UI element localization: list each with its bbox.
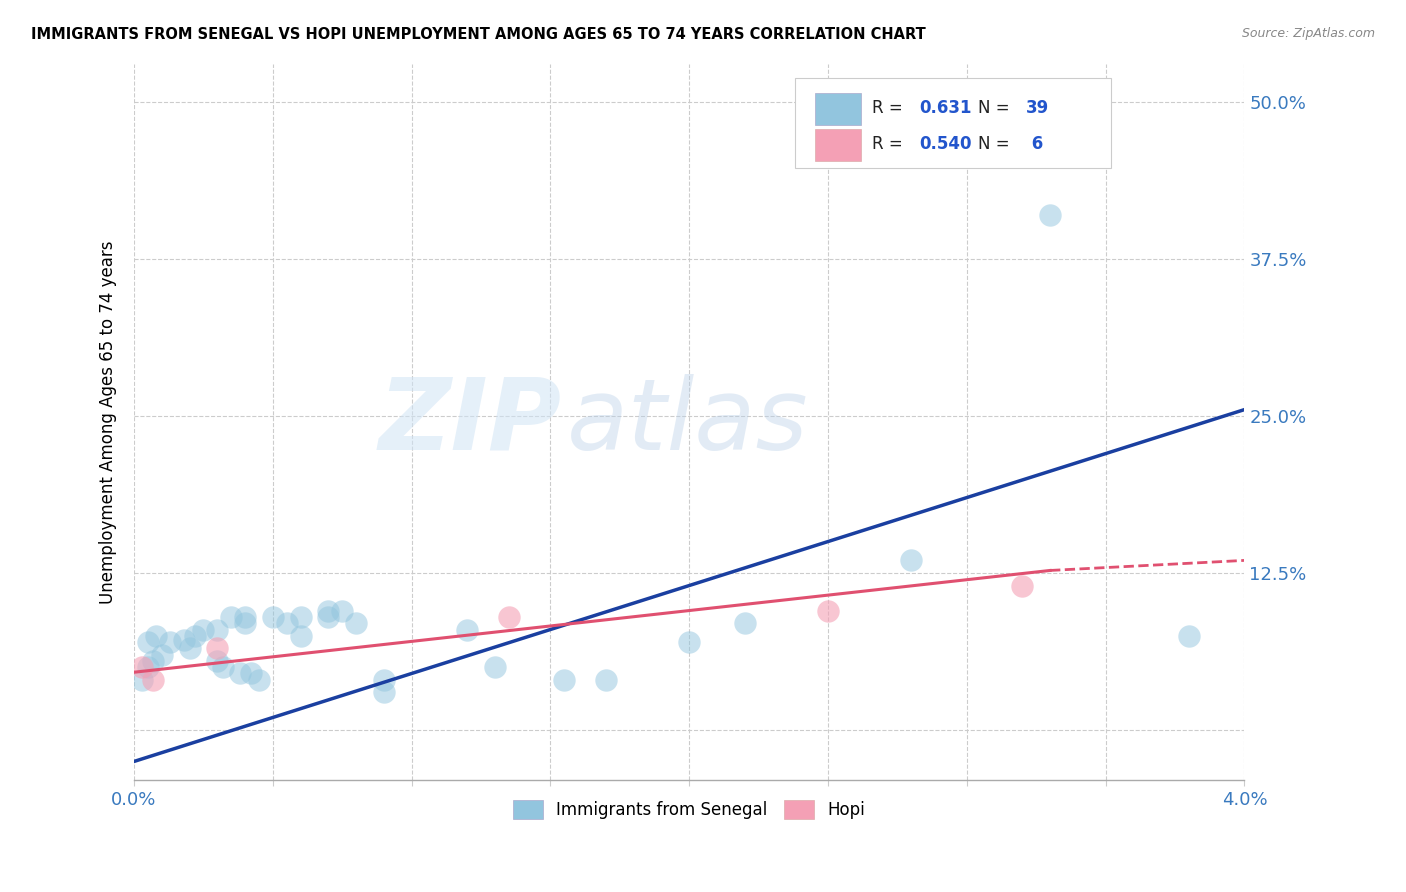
Immigrants from Senegal bbox=[239, 666, 262, 681]
Immigrants from Senegal bbox=[150, 648, 173, 662]
Text: IMMIGRANTS FROM SENEGAL VS HOPI UNEMPLOYMENT AMONG AGES 65 TO 74 YEARS CORRELATI: IMMIGRANTS FROM SENEGAL VS HOPI UNEMPLOY… bbox=[31, 27, 925, 42]
Hopi bbox=[207, 641, 229, 656]
Text: 6: 6 bbox=[1025, 136, 1043, 153]
Immigrants from Senegal bbox=[184, 629, 207, 643]
Immigrants from Senegal bbox=[900, 553, 922, 567]
Immigrants from Senegal bbox=[595, 673, 617, 687]
Text: atlas: atlas bbox=[567, 374, 808, 471]
Immigrants from Senegal bbox=[145, 629, 167, 643]
Hopi bbox=[142, 673, 165, 687]
Immigrants from Senegal bbox=[247, 673, 270, 687]
Hopi bbox=[131, 660, 153, 674]
Hopi bbox=[498, 610, 520, 624]
Immigrants from Senegal bbox=[136, 635, 159, 649]
Text: ZIP: ZIP bbox=[378, 374, 561, 471]
Immigrants from Senegal bbox=[290, 629, 312, 643]
Text: Source: ZipAtlas.com: Source: ZipAtlas.com bbox=[1241, 27, 1375, 40]
Immigrants from Senegal bbox=[330, 604, 353, 618]
Immigrants from Senegal bbox=[159, 635, 181, 649]
Immigrants from Senegal bbox=[678, 635, 700, 649]
Hopi bbox=[1011, 578, 1033, 592]
Text: N =: N = bbox=[979, 100, 1015, 118]
Immigrants from Senegal bbox=[207, 654, 229, 668]
Immigrants from Senegal bbox=[193, 623, 215, 637]
Immigrants from Senegal bbox=[373, 673, 395, 687]
FancyBboxPatch shape bbox=[814, 94, 862, 125]
Immigrants from Senegal bbox=[228, 666, 250, 681]
Y-axis label: Unemployment Among Ages 65 to 74 years: Unemployment Among Ages 65 to 74 years bbox=[100, 241, 117, 604]
FancyBboxPatch shape bbox=[794, 78, 1111, 168]
Immigrants from Senegal bbox=[318, 610, 340, 624]
Immigrants from Senegal bbox=[207, 623, 229, 637]
Immigrants from Senegal bbox=[276, 616, 298, 631]
Hopi bbox=[817, 604, 839, 618]
Immigrants from Senegal bbox=[131, 673, 153, 687]
Text: R =: R = bbox=[873, 136, 908, 153]
Immigrants from Senegal bbox=[1039, 208, 1062, 222]
Immigrants from Senegal bbox=[233, 616, 256, 631]
Immigrants from Senegal bbox=[136, 660, 159, 674]
Immigrants from Senegal bbox=[233, 610, 256, 624]
Immigrants from Senegal bbox=[262, 610, 284, 624]
Legend: Immigrants from Senegal, Hopi: Immigrants from Senegal, Hopi bbox=[506, 793, 872, 826]
Immigrants from Senegal bbox=[456, 623, 478, 637]
Immigrants from Senegal bbox=[219, 610, 242, 624]
Text: N =: N = bbox=[979, 136, 1015, 153]
Immigrants from Senegal bbox=[290, 610, 312, 624]
Immigrants from Senegal bbox=[179, 641, 201, 656]
Immigrants from Senegal bbox=[318, 604, 340, 618]
FancyBboxPatch shape bbox=[814, 129, 862, 161]
Immigrants from Senegal bbox=[142, 654, 165, 668]
Immigrants from Senegal bbox=[734, 616, 756, 631]
Immigrants from Senegal bbox=[212, 660, 235, 674]
Immigrants from Senegal bbox=[344, 616, 367, 631]
Immigrants from Senegal bbox=[1178, 629, 1201, 643]
Text: 0.631: 0.631 bbox=[920, 100, 972, 118]
Immigrants from Senegal bbox=[173, 632, 195, 647]
Text: 39: 39 bbox=[1025, 100, 1049, 118]
Immigrants from Senegal bbox=[553, 673, 575, 687]
Text: 0.540: 0.540 bbox=[920, 136, 972, 153]
Text: R =: R = bbox=[873, 100, 908, 118]
Immigrants from Senegal bbox=[484, 660, 506, 674]
Immigrants from Senegal bbox=[373, 685, 395, 699]
